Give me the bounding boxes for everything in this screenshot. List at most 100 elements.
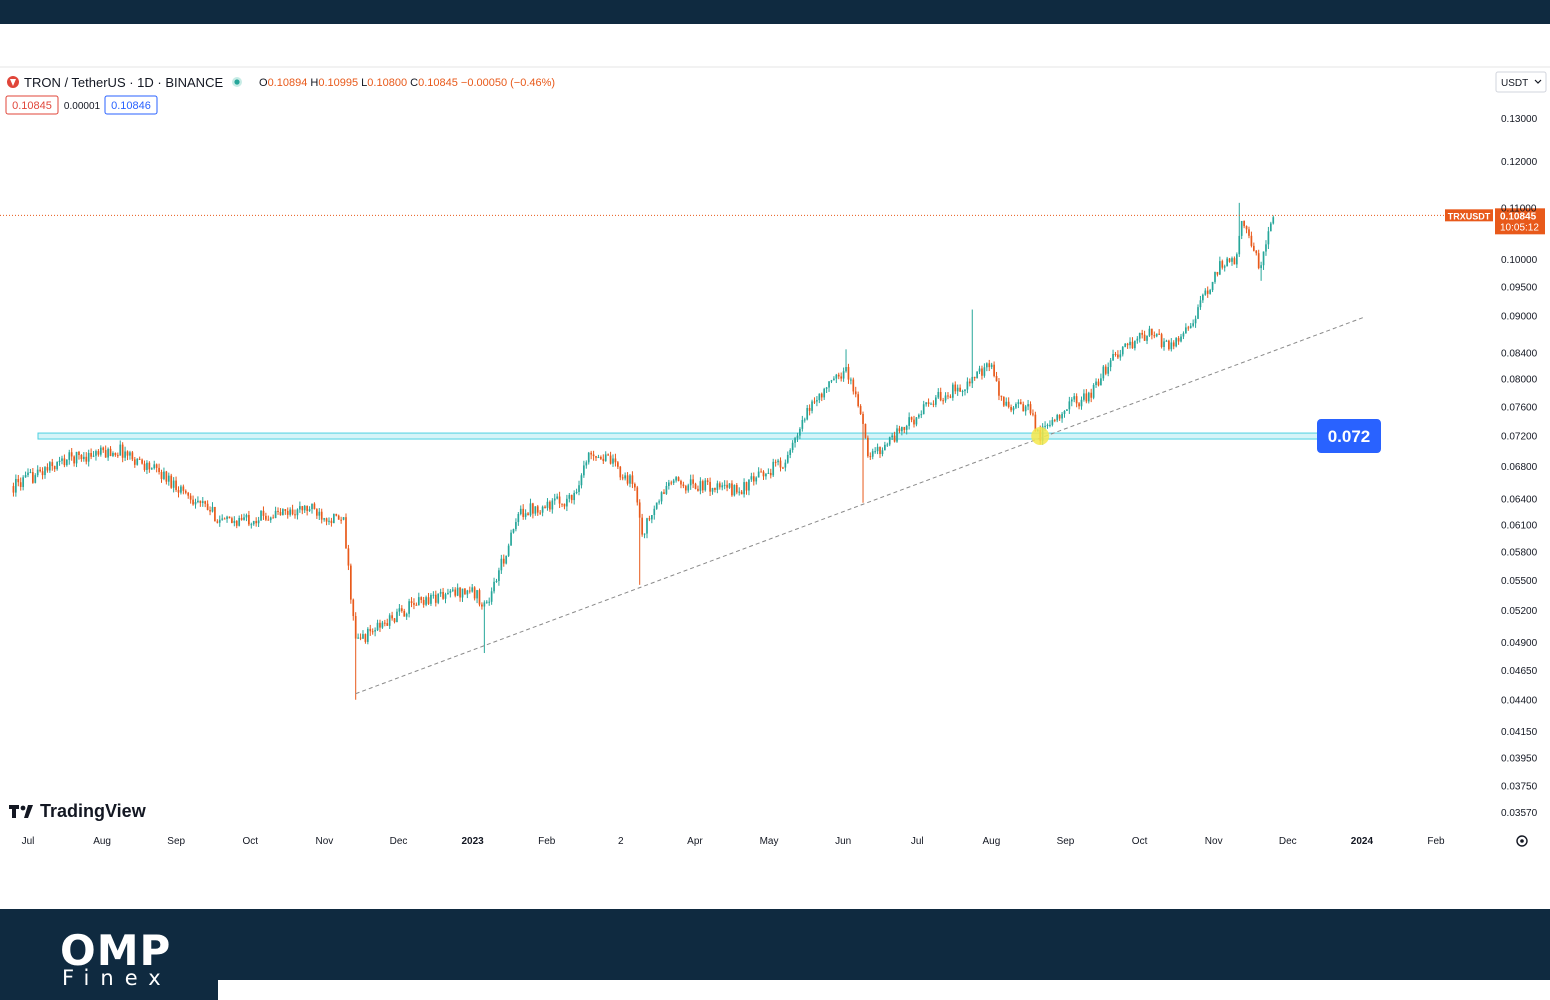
candle	[1010, 404, 1012, 413]
candle	[971, 309, 974, 389]
ticker-tag[interactable]: TRXUSDT	[1445, 209, 1493, 222]
candle	[1017, 399, 1020, 409]
candle	[1204, 288, 1207, 296]
candle	[1102, 364, 1105, 381]
chart-area[interactable]: 0.072 TRXUSDT 0.10845 10:05:12 0.13000 0.120…	[0, 66, 1550, 850]
candle	[316, 508, 318, 519]
candle-body	[301, 506, 304, 511]
ascending-trendline[interactable]	[355, 316, 1366, 695]
candle-body	[653, 508, 656, 516]
candle-body	[607, 454, 609, 456]
candle-body	[901, 427, 903, 432]
candle-body	[648, 518, 651, 520]
candle-body	[1265, 244, 1267, 252]
candle-body	[313, 503, 316, 510]
candle-body	[959, 387, 961, 392]
symbol-title[interactable]: TRON / TetherUS · 1D · BINANCE	[24, 75, 223, 90]
candle-body	[1109, 360, 1112, 368]
candle-body	[1240, 221, 1243, 236]
candle	[1226, 256, 1228, 267]
candle-body	[604, 454, 607, 462]
candle	[536, 504, 539, 516]
candle	[182, 484, 185, 495]
candle-body	[1248, 229, 1250, 236]
sell-price-box[interactable]: 0.10845	[5, 95, 59, 115]
candle-body	[1066, 409, 1068, 411]
highlight-marker	[1031, 427, 1050, 446]
candle-body	[420, 597, 423, 600]
candle-body	[1032, 413, 1034, 415]
candle	[794, 436, 796, 448]
candle-body	[274, 510, 277, 519]
candle-body	[665, 485, 668, 494]
candle	[1206, 286, 1209, 298]
candle-body	[1073, 396, 1076, 400]
candle	[44, 466, 46, 479]
candle	[675, 476, 677, 483]
candle	[199, 500, 202, 507]
candle-body	[1121, 346, 1124, 355]
candle-body	[439, 591, 442, 594]
candle-body	[240, 518, 243, 520]
buy-price-box[interactable]: 0.10846	[104, 95, 158, 115]
support-label[interactable]: 0.072	[1317, 419, 1381, 454]
candle-body	[296, 509, 299, 516]
candle-body	[1226, 258, 1228, 267]
bar-countdown: 10:05:12	[1500, 222, 1539, 233]
candle-body	[519, 508, 522, 514]
candle-body	[1180, 336, 1182, 342]
candle-body	[830, 380, 833, 382]
candle-body	[415, 604, 418, 606]
candle-body	[323, 518, 325, 520]
price-tick-label: 0.10000	[1501, 255, 1538, 266]
candle	[133, 456, 136, 468]
candle-body	[752, 476, 755, 482]
candle-body	[1129, 341, 1131, 346]
candle	[583, 460, 585, 478]
candle-body	[859, 406, 862, 414]
candle	[663, 489, 665, 495]
candle-body	[714, 488, 716, 490]
candle	[1005, 397, 1008, 407]
candle-body	[109, 448, 112, 456]
candle	[738, 487, 741, 496]
candle	[1211, 281, 1214, 293]
candle	[260, 510, 262, 521]
candle-body	[116, 455, 119, 457]
candle	[697, 485, 699, 492]
candle	[471, 584, 474, 593]
candle	[1160, 332, 1163, 349]
candle	[602, 454, 605, 464]
candle	[1024, 404, 1027, 416]
candle	[468, 586, 471, 594]
settings-gear-icon[interactable]	[1516, 835, 1528, 847]
currency-select[interactable]: USDT	[1495, 71, 1547, 93]
candle-body	[728, 483, 731, 488]
candle-body	[527, 513, 529, 516]
candle-body	[951, 384, 954, 398]
candle	[15, 474, 17, 497]
candle-body	[1209, 290, 1211, 294]
candle	[1233, 256, 1236, 265]
candle	[857, 391, 860, 408]
candle-body	[823, 388, 826, 398]
candle	[558, 491, 561, 509]
candle-body	[1189, 325, 1192, 328]
candle-body	[451, 589, 454, 591]
candle	[408, 598, 410, 618]
candle	[32, 468, 34, 484]
candle-body	[413, 603, 415, 605]
time-tick-label: Dec	[1279, 836, 1297, 847]
candle	[1148, 325, 1151, 337]
support-zone[interactable]	[37, 432, 1319, 440]
candle	[854, 386, 857, 398]
candle-body	[131, 452, 134, 460]
candle-body	[138, 458, 141, 460]
candle	[692, 474, 694, 488]
candle-body	[148, 462, 151, 470]
candle	[850, 377, 852, 385]
candle-body	[376, 622, 379, 631]
candle-body	[1148, 328, 1151, 336]
candle	[250, 522, 253, 529]
